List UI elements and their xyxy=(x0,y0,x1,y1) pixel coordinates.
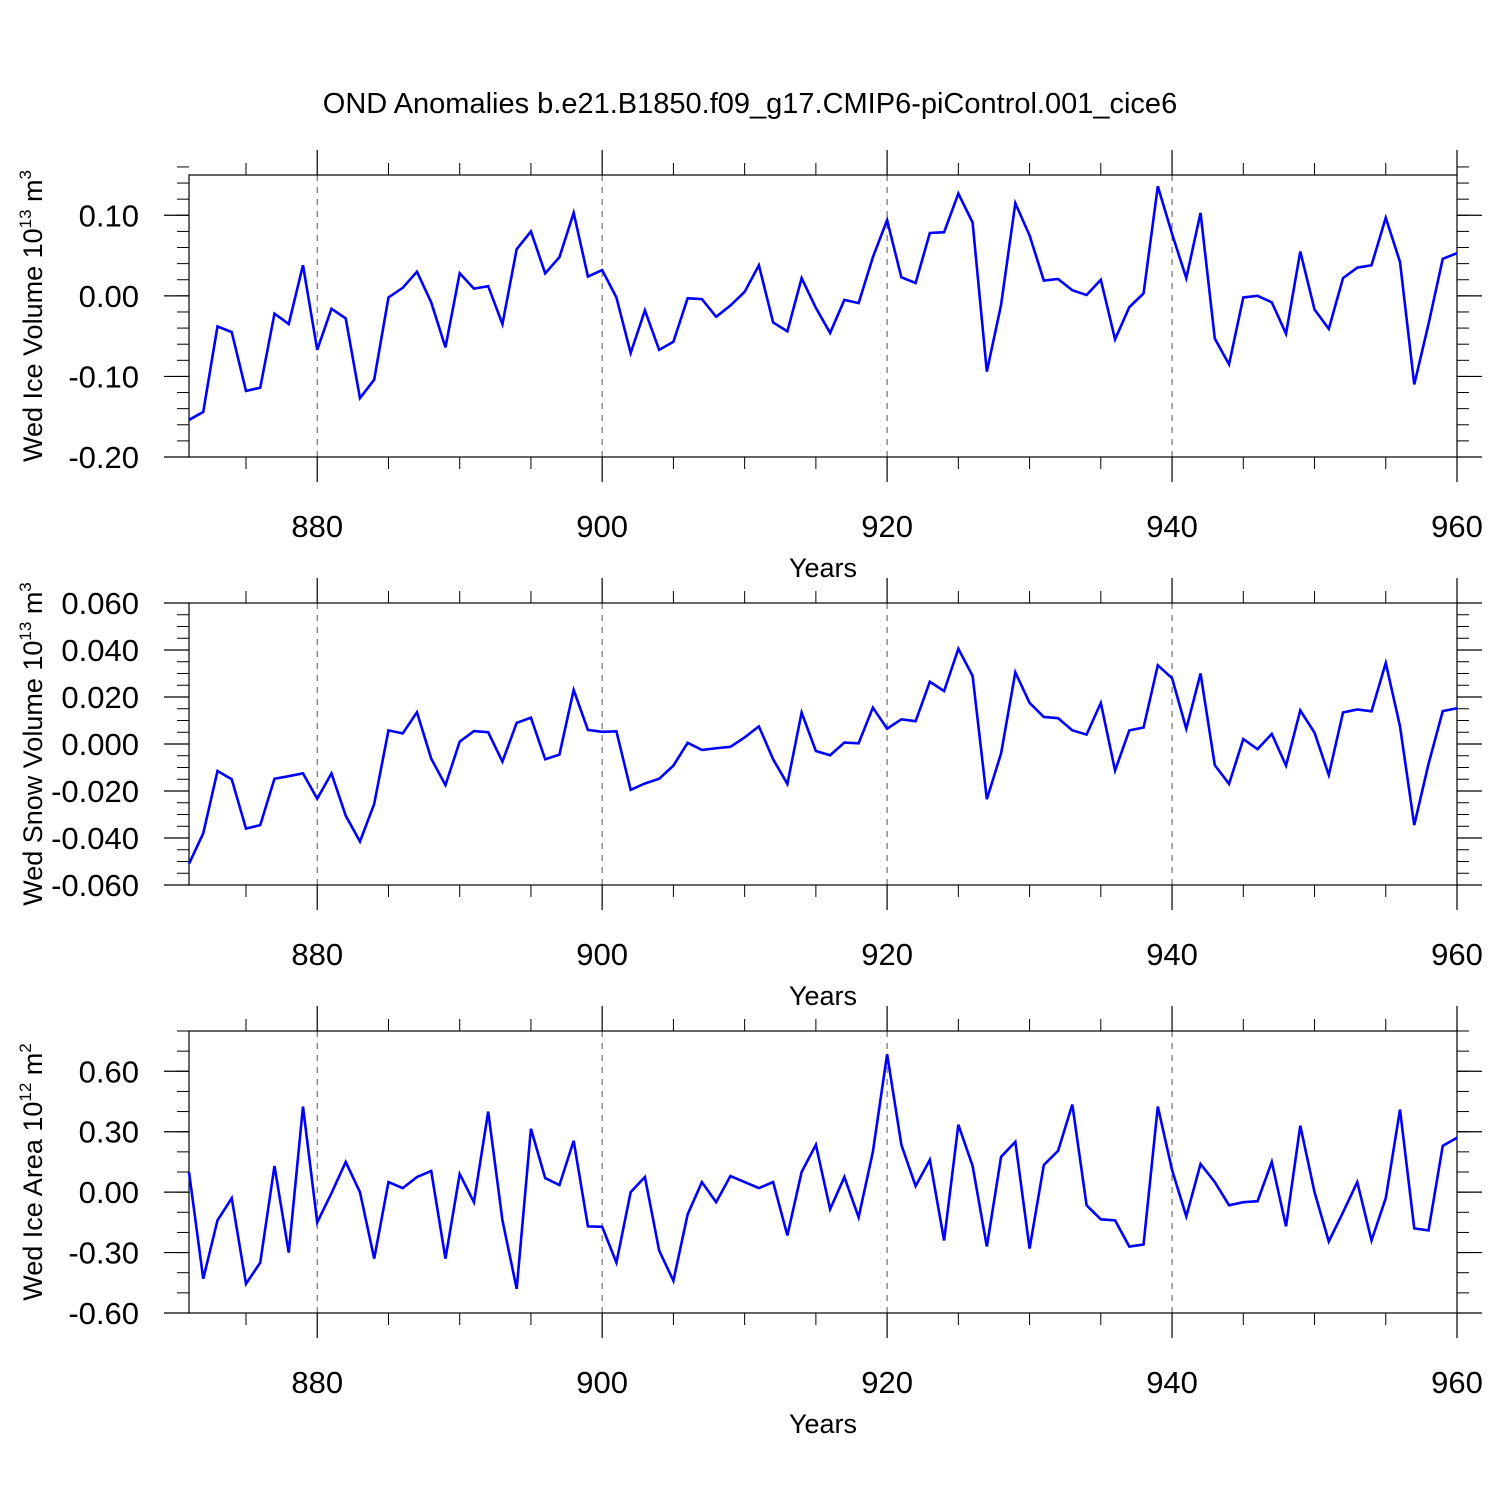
x-tick-label: 920 xyxy=(861,937,913,972)
x-tick-label: 900 xyxy=(576,1365,628,1400)
y-tick-label: 0.00 xyxy=(79,279,139,314)
y-tick-label: 0.60 xyxy=(79,1054,139,1089)
y-axis-label: Wed Ice Area 1012 m2 xyxy=(16,1043,48,1301)
y-tick-label: -0.020 xyxy=(51,774,139,809)
chart-title: OND Anomalies b.e21.B1850.f09_g17.CMIP6-… xyxy=(323,88,1177,120)
y-tick-label: -0.040 xyxy=(51,821,139,856)
x-tick-label: 960 xyxy=(1431,937,1483,972)
series-line xyxy=(187,645,1458,865)
y-tick-label: 0.060 xyxy=(61,586,139,621)
y-tick-label: 0.020 xyxy=(61,680,139,715)
series-line xyxy=(188,185,1458,422)
y-tick-label: 0.30 xyxy=(79,1115,139,1150)
y-tick-label: -0.30 xyxy=(68,1236,139,1271)
panel-3: 880 900 920 940 960 -0.60 -0.30 0.00 0.30 0.60 Yea… xyxy=(16,1006,1483,1439)
plot-frame xyxy=(188,602,1458,886)
x-axis-label: Years xyxy=(789,1409,857,1439)
y-tick-label: 0.10 xyxy=(79,198,139,233)
x-tick-label: 880 xyxy=(291,937,343,972)
x-tick-label: 920 xyxy=(861,1365,913,1400)
panel-2: 880 900 920 940 960 -0.060 -0.040 -0.020 0.000 0.… xyxy=(16,578,1483,1011)
series-line xyxy=(187,1053,1458,1290)
y-axis-label: Wed Ice Volume 1013 m3 xyxy=(16,170,48,462)
x-tick-label: 920 xyxy=(861,509,913,544)
y-tick-label: 0.00 xyxy=(79,1175,139,1210)
y-tick-label: 0.000 xyxy=(61,727,139,762)
x-tick-label: 960 xyxy=(1431,1365,1483,1400)
y-tick-label: -0.60 xyxy=(68,1296,139,1331)
y-tick-label: -0.060 xyxy=(51,868,139,903)
panel-1: 880 900 920 940 960 -0.20 -0.10 0.00 0.10 Years We… xyxy=(16,150,1483,583)
plot-frame xyxy=(188,174,1458,458)
x-tick-label: 940 xyxy=(1146,509,1198,544)
y-tick-label: -0.10 xyxy=(68,359,139,394)
x-tick-label: 880 xyxy=(291,509,343,544)
x-tick-label: 940 xyxy=(1146,937,1198,972)
x-axis-label: Years xyxy=(789,981,857,1011)
y-tick-label: 0.040 xyxy=(61,633,139,668)
y-tick-label: -0.20 xyxy=(68,440,139,475)
x-tick-label: 940 xyxy=(1146,1365,1198,1400)
x-tick-label: 960 xyxy=(1431,509,1483,544)
x-tick-label: 900 xyxy=(576,937,628,972)
x-axis-label: Years xyxy=(789,553,857,583)
x-tick-label: 900 xyxy=(576,509,628,544)
x-tick-label: 880 xyxy=(291,1365,343,1400)
y-axis-label: Wed Snow Volume 1013 m3 xyxy=(16,582,48,906)
